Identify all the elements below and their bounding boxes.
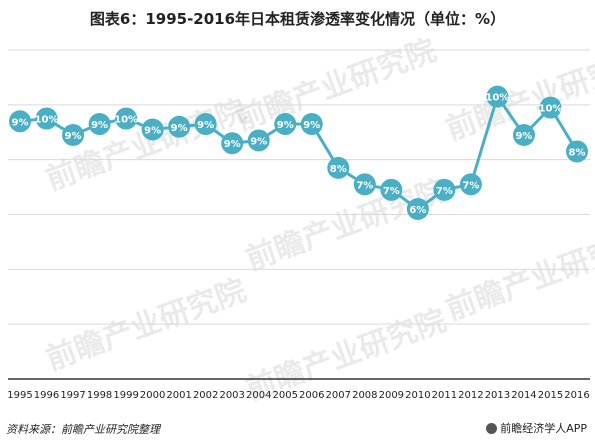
x-tick-label: 2001 bbox=[166, 390, 191, 401]
x-tick-label: 2014 bbox=[511, 390, 536, 401]
data-marker bbox=[539, 96, 562, 119]
data-marker bbox=[459, 173, 482, 196]
chart-title: 图表6：1995-2016年日本租赁渗透率变化情况（单位：%） bbox=[89, 10, 506, 28]
data-point: 7% bbox=[433, 178, 456, 201]
data-marker bbox=[327, 156, 350, 179]
x-tick-label: 2004 bbox=[246, 390, 271, 401]
data-point: 8% bbox=[566, 140, 588, 163]
data-marker bbox=[247, 129, 270, 152]
data-label: 9% bbox=[144, 126, 161, 137]
x-tick-label: 2000 bbox=[140, 390, 165, 401]
data-label: 7% bbox=[462, 180, 479, 191]
data-label: 9% bbox=[224, 139, 241, 150]
data-label: 10% bbox=[485, 93, 509, 104]
data-point: 10% bbox=[35, 107, 59, 130]
data-marker bbox=[62, 123, 85, 146]
data-marker bbox=[512, 123, 535, 146]
x-tick-label: 2015 bbox=[538, 390, 563, 401]
data-marker bbox=[141, 118, 164, 141]
data-label: 9% bbox=[277, 120, 294, 131]
source-note: 资料来源：前瞻产业研究院整理 bbox=[6, 423, 160, 436]
data-point: 6% bbox=[406, 198, 429, 221]
data-label: 7% bbox=[436, 186, 453, 197]
x-tick-label: 2003 bbox=[219, 390, 244, 401]
x-tick-label: 2006 bbox=[299, 390, 324, 401]
x-tick-labels: 1995 1996 1997 1998 1999 2000 2001 2002 2003 2004… bbox=[7, 390, 589, 401]
data-label: 9% bbox=[12, 117, 29, 128]
data-marker bbox=[300, 113, 323, 136]
data-marker bbox=[88, 113, 111, 136]
x-tick-label: 2007 bbox=[326, 390, 351, 401]
data-label: 8% bbox=[569, 147, 586, 158]
data-point: 7% bbox=[380, 178, 403, 201]
data-point: 9% bbox=[141, 118, 164, 141]
data-marker bbox=[194, 113, 217, 136]
x-tick-label: 1995 bbox=[7, 390, 32, 401]
data-label: 9% bbox=[515, 131, 532, 142]
x-tick-label: 2010 bbox=[405, 390, 430, 401]
brand-logo-icon bbox=[486, 422, 498, 434]
data-label: 9% bbox=[65, 131, 82, 142]
data-point: 8% bbox=[327, 156, 350, 179]
x-tick-label: 2008 bbox=[352, 390, 377, 401]
data-label: 9% bbox=[303, 120, 320, 131]
data-point: 9% bbox=[168, 115, 191, 138]
data-label: 7% bbox=[383, 186, 400, 197]
data-point: 9% bbox=[247, 129, 270, 152]
data-marker bbox=[168, 115, 191, 138]
data-marker bbox=[433, 178, 456, 201]
data-marker bbox=[380, 178, 403, 201]
data-label: 6% bbox=[409, 205, 426, 216]
x-tick-label: 2011 bbox=[432, 390, 457, 401]
data-point: 9% bbox=[194, 113, 217, 136]
x-tick-label: 1998 bbox=[87, 390, 112, 401]
data-marker bbox=[9, 110, 31, 133]
data-marker bbox=[35, 107, 58, 130]
x-tick-label: 2005 bbox=[273, 390, 298, 401]
x-tick-label: 2009 bbox=[379, 390, 404, 401]
data-label: 8% bbox=[330, 164, 347, 175]
data-point: 9% bbox=[221, 132, 244, 155]
data-marker bbox=[486, 85, 509, 108]
data-point: 7% bbox=[353, 173, 376, 196]
data-point: 9% bbox=[62, 123, 85, 146]
data-label: 9% bbox=[171, 123, 188, 134]
x-tick-label: 2002 bbox=[193, 390, 218, 401]
data-marker bbox=[115, 107, 138, 130]
data-point: 9% bbox=[274, 113, 297, 136]
data-point: 10% bbox=[539, 96, 563, 119]
x-tick-label: 2013 bbox=[485, 390, 510, 401]
data-point: 10% bbox=[485, 85, 509, 108]
data-point: 9% bbox=[300, 113, 323, 136]
data-point: 9% bbox=[512, 123, 535, 146]
x-tick-label: 2012 bbox=[458, 390, 483, 401]
data-point: 10% bbox=[114, 107, 138, 130]
data-label: 10% bbox=[35, 115, 59, 126]
data-marker bbox=[221, 132, 244, 155]
series-line bbox=[19, 93, 579, 211]
x-tick-label: 1997 bbox=[60, 390, 85, 401]
data-label: 10% bbox=[114, 115, 138, 126]
data-label: 9% bbox=[91, 120, 108, 131]
data-marker bbox=[274, 113, 297, 136]
x-tick-label: 1999 bbox=[113, 390, 138, 401]
data-markers: 9% 10% 9% 9% 10% 9% 9% 9% 9% 9% 9% 9% 8% 7% 7% 6% 7% 7% 10… bbox=[9, 85, 588, 221]
data-label: 10% bbox=[539, 104, 563, 115]
data-point: 9% bbox=[88, 113, 111, 136]
x-tick-label: 2016 bbox=[564, 390, 589, 401]
x-tick-label: 1996 bbox=[34, 390, 59, 401]
data-label: 7% bbox=[356, 180, 373, 191]
data-point: 7% bbox=[459, 173, 482, 196]
data-marker bbox=[406, 198, 429, 221]
data-marker bbox=[566, 140, 588, 163]
brand-label: 前瞻经济学人APP bbox=[500, 422, 587, 435]
data-label: 9% bbox=[197, 120, 214, 131]
brand: 前瞻经济学人APP bbox=[486, 420, 587, 436]
data-label: 9% bbox=[250, 136, 267, 147]
data-marker bbox=[353, 173, 376, 196]
data-point: 9% bbox=[9, 110, 31, 133]
